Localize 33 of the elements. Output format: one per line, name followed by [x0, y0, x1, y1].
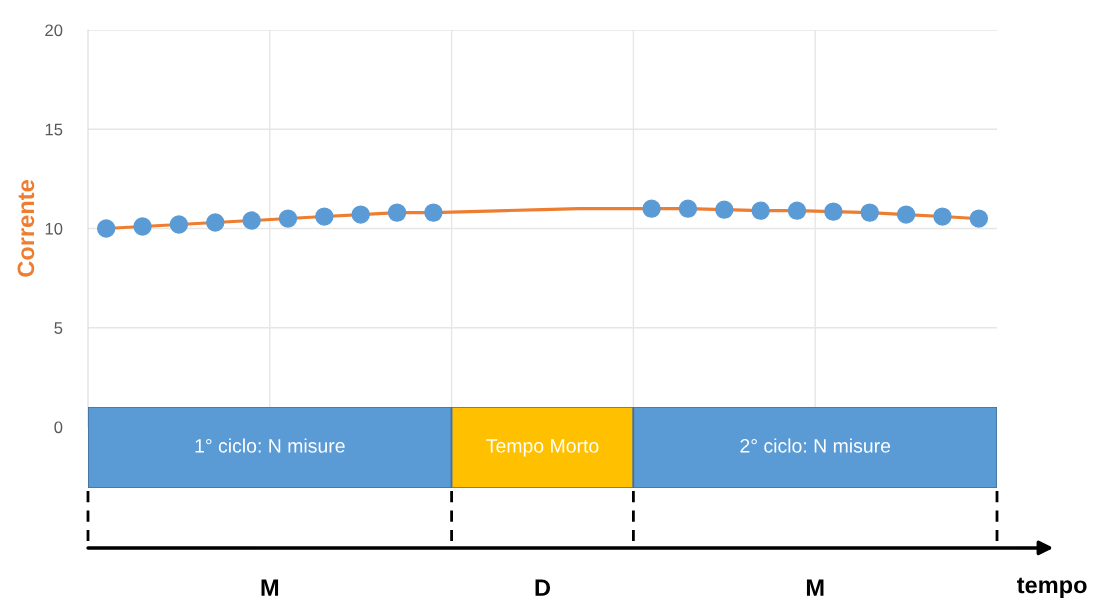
y-axis-title: Corrente — [17, 180, 35, 277]
y-tick-label: 0 — [54, 421, 63, 434]
point — [896, 205, 916, 224]
y-tick-label: 15 — [45, 123, 63, 136]
point — [860, 203, 879, 222]
point — [824, 202, 843, 221]
y-tick-label: 20 — [45, 24, 63, 37]
point — [969, 209, 989, 228]
text: D — [535, 579, 551, 596]
text: M — [261, 579, 279, 596]
point — [169, 215, 189, 234]
point — [933, 207, 952, 226]
text: tempo — [1016, 577, 1087, 598]
point — [787, 201, 807, 220]
text: M — [806, 579, 824, 596]
point — [678, 199, 698, 218]
point — [242, 211, 261, 230]
point — [642, 199, 661, 218]
point — [751, 201, 770, 220]
y-tick-label: 5 — [54, 322, 63, 334]
text: Tempo Morto — [486, 439, 599, 457]
point — [387, 203, 407, 222]
point — [96, 219, 116, 238]
point — [715, 200, 734, 219]
text: 1° ciclo: N misure — [195, 438, 345, 453]
text: 2° ciclo: N misure — [740, 438, 891, 453]
point — [278, 209, 298, 228]
y-tick-label: 10 — [45, 222, 63, 235]
point — [133, 217, 152, 236]
point — [351, 205, 370, 224]
point — [206, 213, 225, 232]
point — [424, 203, 443, 222]
point — [315, 207, 334, 226]
